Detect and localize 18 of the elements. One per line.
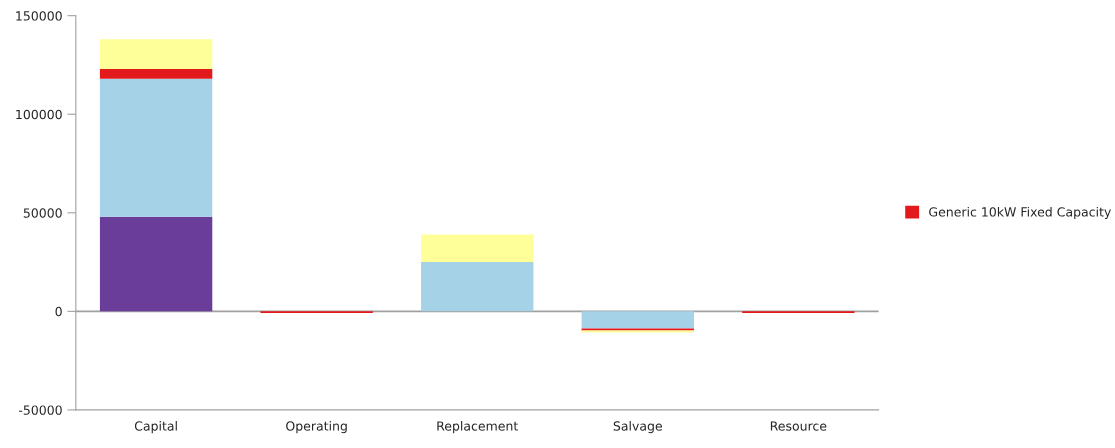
bar	[99, 39, 213, 69]
bar	[99, 68, 213, 79]
y-tick-label: 0	[55, 306, 62, 317]
bar	[421, 262, 534, 312]
y-tick-label: 150000	[16, 11, 62, 21]
bar	[99, 78, 213, 217]
y-tick-label: 100000	[16, 109, 62, 120]
y-tick-label: 50000	[23, 208, 62, 218]
x-tick-label: Replacement	[437, 421, 518, 434]
x-tick-label: Resource	[770, 421, 827, 431]
bar	[581, 311, 694, 329]
bar	[99, 216, 213, 312]
y-tick-label: -50000	[18, 405, 62, 415]
bar	[421, 234, 534, 263]
x-tick-label: Salvage	[613, 421, 662, 434]
legend-label: Generic 10kW Fixed Capacity	[929, 206, 1111, 220]
x-tick-label: Capital	[134, 421, 177, 434]
x-tick-label: Operating	[286, 421, 347, 434]
